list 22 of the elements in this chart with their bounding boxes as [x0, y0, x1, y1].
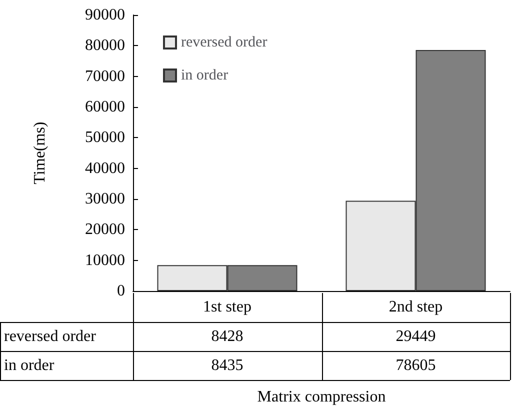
data-label: 8428 [210, 326, 244, 346]
y-tick-label: 20000 [85, 221, 125, 238]
data-label: 29449 [394, 326, 437, 346]
legend-label: reversed order [181, 34, 268, 50]
legend-label: in order [181, 68, 228, 84]
text: in order [4, 356, 54, 374]
y-tick-label: 80000 [85, 37, 125, 54]
data-label: 78605 [394, 356, 437, 376]
y-tick-label: 10000 [85, 252, 125, 269]
x-tick-label: 1st step [203, 298, 252, 316]
x-tick-label: 2nd step [388, 298, 443, 316]
data-label: 8435 [210, 356, 244, 376]
y-tick-label: 90000 [85, 6, 125, 24]
y-tick-label: 50000 [85, 129, 125, 146]
x-axis-title: Matrix compression [257, 388, 386, 406]
y-tick-label: 30000 [85, 190, 125, 208]
y-tick-label: 40000 [85, 160, 125, 177]
y-tick-label: 70000 [85, 68, 125, 85]
y-tick-label: 60000 [85, 98, 125, 116]
text: reversed order [4, 328, 96, 344]
y-tick-label: 0 [117, 282, 125, 300]
y-axis-title: Time(ms) [32, 122, 48, 184]
